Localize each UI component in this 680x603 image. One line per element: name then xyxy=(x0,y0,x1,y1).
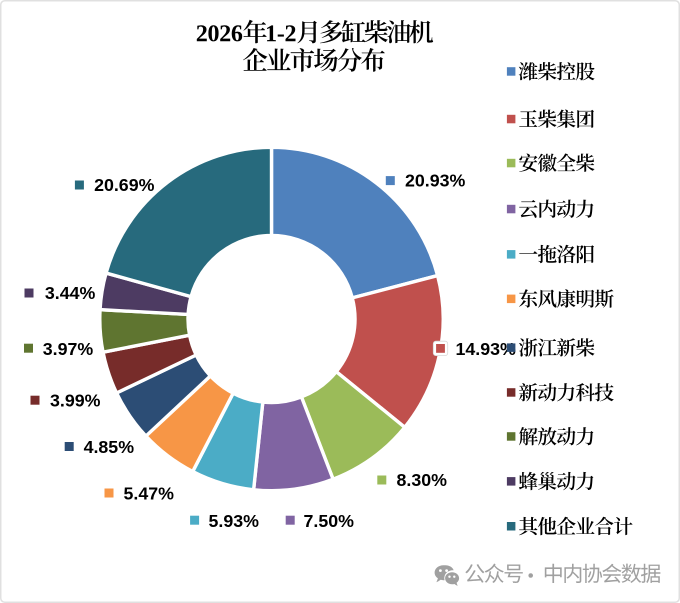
svg-text:4.85%: 4.85% xyxy=(84,437,135,457)
svg-text:7.50%: 7.50% xyxy=(304,511,355,531)
svg-text:3.97%: 3.97% xyxy=(43,339,94,359)
svg-text:14.93%: 14.93% xyxy=(456,339,516,359)
svg-text:5.93%: 5.93% xyxy=(209,511,260,531)
svg-text:5.47%: 5.47% xyxy=(124,483,175,503)
svg-text:3.99%: 3.99% xyxy=(50,391,101,411)
svg-text:3.44%: 3.44% xyxy=(45,283,96,303)
svg-text:8.30%: 8.30% xyxy=(397,470,448,490)
svg-text:20.69%: 20.69% xyxy=(94,175,154,195)
svg-text:20.93%: 20.93% xyxy=(405,170,465,190)
